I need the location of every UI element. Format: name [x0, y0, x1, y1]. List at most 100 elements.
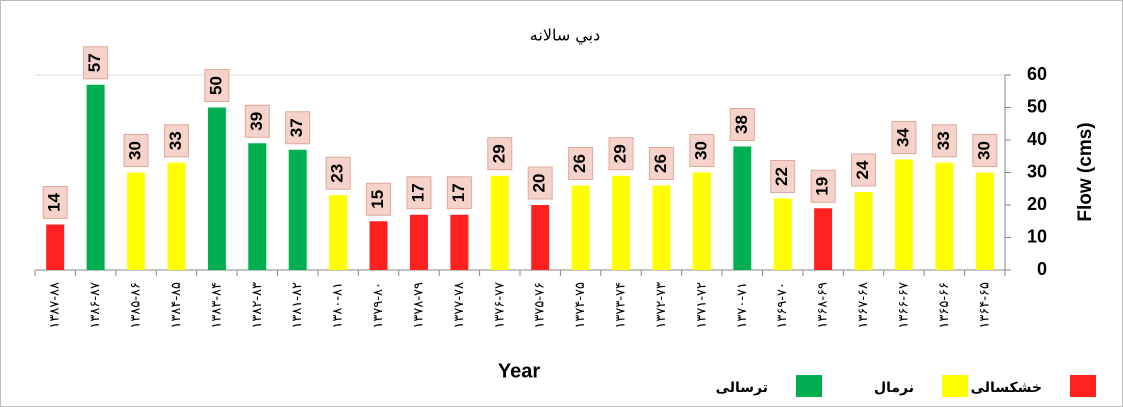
bar	[814, 208, 833, 270]
data-label-box	[204, 69, 230, 102]
legend-label: خشکسالی	[971, 380, 1042, 396]
data-label: 26	[651, 154, 670, 173]
x-tick-label: ۱۳۷۱-۷۲	[694, 282, 709, 329]
x-tick-label: ۱۳۷۰-۷۱	[735, 282, 750, 329]
x-tick-label: ۱۳۷۶-۷۷	[492, 282, 507, 329]
bar	[450, 214, 469, 270]
x-tick-label: ۱۳۶۵-۶۶	[937, 282, 952, 329]
data-label-box	[931, 124, 957, 158]
data-label: 57	[85, 53, 104, 72]
data-label: 26	[570, 154, 589, 173]
data-label-box	[729, 108, 755, 141]
y-tick-label: 10	[1027, 226, 1047, 246]
x-tick-label: ۱۳۶۷-۶۸	[856, 282, 871, 329]
bar	[329, 195, 348, 270]
data-label: 23	[328, 164, 347, 183]
y-tick-label: 40	[1027, 129, 1047, 149]
data-label-box	[42, 186, 68, 219]
data-label-box	[648, 147, 674, 180]
bar	[248, 143, 267, 270]
bar	[733, 146, 752, 270]
bar	[531, 205, 550, 270]
data-label-box	[163, 124, 189, 158]
data-label-box	[487, 137, 513, 171]
bar	[854, 192, 873, 270]
data-label-box	[527, 166, 553, 200]
x-tick-label: ۱۳۸۰-۸۱	[331, 282, 346, 329]
bar	[490, 175, 509, 270]
bar	[288, 149, 307, 270]
data-label: 29	[489, 144, 508, 163]
bar	[652, 185, 671, 270]
bar	[46, 224, 65, 270]
data-label: 34	[893, 128, 912, 147]
data-label-box	[83, 46, 109, 80]
data-label: 37	[287, 118, 306, 137]
bar	[773, 198, 792, 270]
y-tick-label: 60	[1027, 64, 1047, 84]
legend-swatch	[796, 375, 822, 397]
data-label: 14	[45, 193, 64, 212]
data-label-box	[972, 134, 998, 167]
data-label: 39	[247, 112, 266, 131]
x-tick-label: ۱۳۷۴-۷۵	[573, 282, 588, 329]
data-label-box	[325, 156, 351, 190]
x-tick-label: ۱۳۶۹-۷۰	[775, 282, 790, 329]
data-label: 19	[813, 177, 832, 196]
data-label: 29	[611, 144, 630, 163]
data-label-box	[810, 169, 836, 203]
x-axis-label: Year	[498, 360, 540, 382]
data-label-box	[244, 104, 270, 138]
x-tick-label: ۱۳۸۲-۸۳	[250, 282, 265, 329]
chart-title: دبي سالانه	[530, 26, 600, 46]
data-label-box	[770, 160, 796, 193]
data-label-box	[608, 137, 634, 171]
x-tick-label: ۱۳۶۸-۶۹	[816, 282, 831, 329]
data-label: 17	[449, 183, 468, 202]
bar	[86, 84, 105, 270]
data-label-box	[366, 182, 392, 216]
data-label-box	[689, 134, 715, 167]
data-label: 30	[691, 141, 710, 160]
data-label: 33	[934, 131, 953, 150]
legend-swatch	[1070, 375, 1096, 397]
x-tick-label: ۱۳۸۴-۸۵	[169, 282, 184, 329]
data-label-box	[123, 134, 149, 167]
bar	[612, 175, 631, 270]
bar	[692, 172, 711, 270]
data-label: 24	[853, 160, 872, 179]
bar	[975, 172, 994, 270]
data-label-box	[446, 176, 472, 210]
data-label-box	[568, 147, 594, 180]
y-tick-label: 20	[1027, 194, 1047, 214]
bar	[409, 214, 428, 270]
bar	[894, 159, 913, 270]
bar	[207, 107, 226, 270]
y-tick-label: 0	[1037, 259, 1047, 279]
bar	[935, 162, 954, 270]
data-label: 38	[732, 115, 751, 134]
x-tick-label: ۱۳۸۳-۸۴	[209, 282, 224, 329]
x-tick-label: ۱۳۷۳-۷۴	[614, 282, 629, 329]
x-tick-label: ۱۳۶۶-۶۷	[896, 282, 911, 329]
x-tick-label: ۱۳۸۵-۸۶	[129, 282, 144, 329]
data-label: 22	[772, 167, 791, 186]
y-axis-label: Flow (cms)	[1075, 122, 1096, 221]
legend-swatch	[942, 375, 968, 397]
legend-label: ترسالی	[716, 380, 768, 396]
x-tick-label: ۱۳۸۱-۸۲	[290, 282, 305, 329]
x-tick-label: ۱۳۷۸-۷۹	[411, 282, 426, 329]
bar	[127, 172, 146, 270]
data-label-box	[851, 153, 877, 187]
data-label: 30	[126, 141, 145, 160]
data-label: 17	[408, 183, 427, 202]
data-label: 33	[166, 131, 185, 150]
x-tick-label: ۱۳۷۵-۷۶	[533, 282, 548, 329]
bar	[167, 162, 186, 270]
data-label-box	[406, 176, 432, 210]
x-tick-label: ۱۳۷۹-۸۰	[371, 282, 386, 329]
y-tick-label: 50	[1027, 96, 1047, 116]
bar	[369, 221, 388, 270]
data-label: 50	[206, 76, 225, 95]
data-label-box	[285, 111, 311, 145]
